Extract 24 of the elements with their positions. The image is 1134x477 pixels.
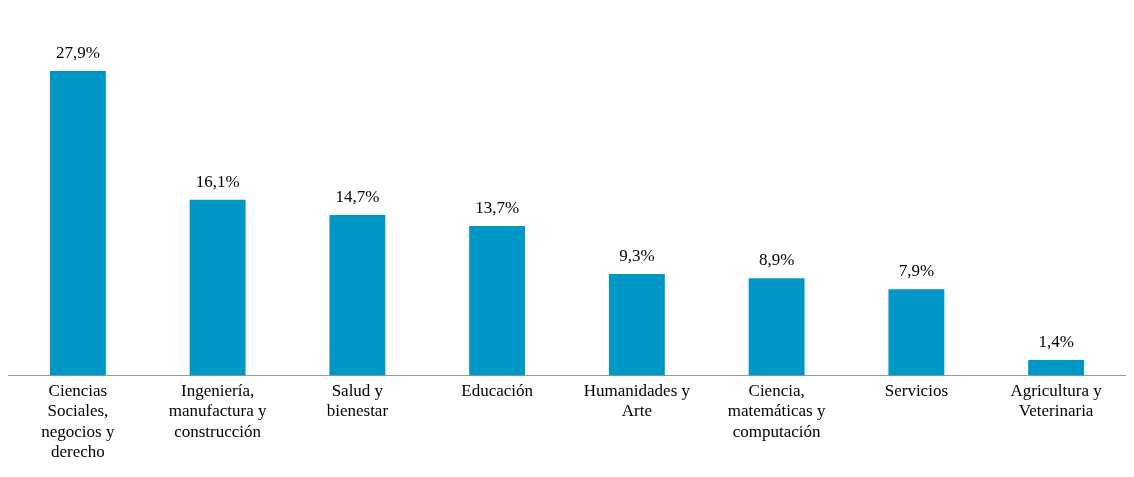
bar — [189, 199, 246, 376]
bar — [888, 289, 945, 376]
x-tick-label: Agricultura y Veterinaria — [1010, 381, 1103, 421]
bar — [469, 225, 526, 376]
x-tick-label: Ciencias Sociales, negocios y derecho — [41, 381, 115, 462]
x-tick-label: Humanidades y Arte — [583, 381, 691, 421]
data-label: 16,1% — [195, 171, 240, 191]
x-tick-label: Educación — [461, 381, 534, 401]
data-label: 27,9% — [55, 42, 100, 62]
bar — [49, 70, 106, 376]
data-label: 1,4% — [1038, 332, 1074, 352]
bar — [608, 273, 665, 376]
data-label: 7,9% — [898, 261, 935, 281]
x-tick-label: Ingeniería, manufactura y construcción — [168, 381, 267, 441]
data-label: 9,3% — [619, 245, 655, 265]
x-tick-label: Servicios — [884, 381, 949, 401]
data-label: 13,7% — [475, 197, 520, 217]
x-tick-label: Salud y bienestar — [326, 381, 389, 421]
bar — [329, 214, 386, 376]
bar — [1028, 360, 1085, 376]
bar — [748, 278, 805, 376]
x-tick-label: Ciencia, matemáticas y computación — [727, 381, 826, 441]
data-label: 14,7% — [335, 186, 380, 206]
data-label: 8,9% — [758, 250, 795, 270]
